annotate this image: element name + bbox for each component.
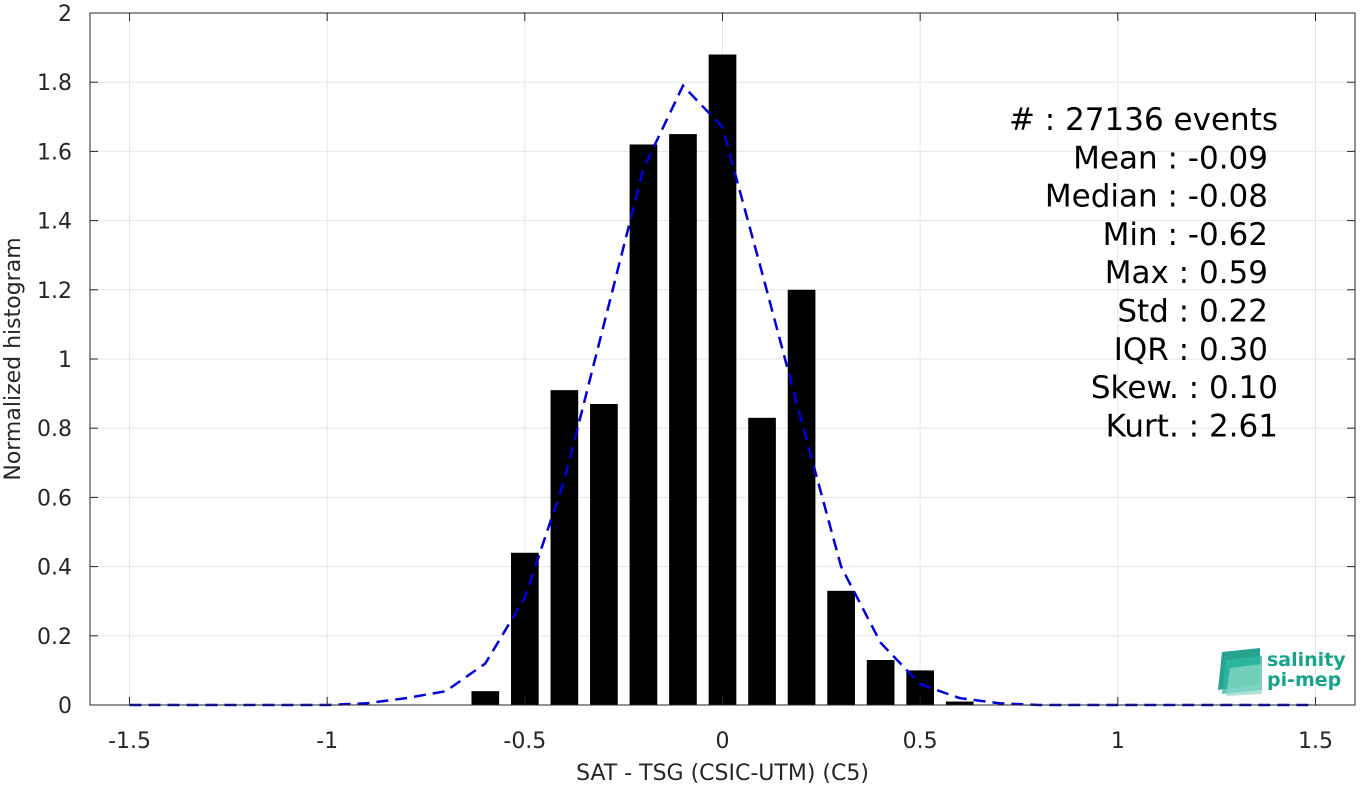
histogram-bar — [550, 390, 579, 705]
stat-line: Std : 0.22 — [1117, 294, 1268, 330]
y-tick-label: 1 — [58, 348, 72, 373]
y-tick-label: 1.4 — [37, 210, 72, 235]
x-tick-label: -0.5 — [503, 729, 546, 754]
stat-line: Min : -0.62 — [1103, 217, 1268, 253]
stat-line: Kurt. : 2.61 — [1106, 408, 1278, 444]
stat-line: # : 27136 events — [1009, 102, 1278, 138]
stat-line: Skew. : 0.10 — [1091, 370, 1278, 406]
histogram-bar — [945, 701, 974, 705]
x-axis-label: SAT - TSG (CSIC-UTM) (C5) — [576, 761, 869, 785]
stat-line: Median : -0.08 — [1045, 179, 1268, 215]
y-tick-label: 0.4 — [37, 556, 72, 581]
salinity-pi-mep-logo: salinity pi-mep — [1218, 648, 1346, 696]
histogram-bar — [629, 144, 658, 706]
y-tick-label: 0 — [58, 694, 72, 719]
y-tick-label: 0.2 — [37, 625, 72, 650]
y-axis-ticks: 0 0.2 0.4 0.6 0.8 1 1.2 1.4 1.6 1.8 2 — [37, 2, 1355, 719]
y-tick-label: 1.2 — [37, 279, 72, 304]
y-tick-label: 0.8 — [37, 417, 72, 442]
stat-line: IQR : 0.30 — [1114, 332, 1268, 368]
x-tick-label: -1 — [316, 729, 338, 754]
y-axis-label: Normalized histogram — [1, 237, 26, 480]
wave-icon — [1218, 648, 1262, 696]
histogram-bar — [866, 660, 895, 705]
histogram-bars — [471, 54, 974, 706]
x-tick-label: 0 — [716, 729, 730, 754]
histogram-bar — [827, 590, 855, 705]
x-axis-ticks: -1.5 -1 -0.5 0 0.5 1 1.5 — [108, 13, 1333, 754]
stat-line: Max : 0.59 — [1105, 255, 1268, 291]
histogram-bar — [787, 289, 816, 705]
x-tick-label: 1.5 — [1298, 729, 1333, 754]
stat-line: Mean : -0.09 — [1073, 140, 1268, 176]
histogram-bar — [708, 54, 737, 705]
y-tick-label: 0.6 — [37, 486, 72, 511]
histogram-bar — [590, 403, 618, 705]
histogram-bar — [511, 552, 539, 705]
y-tick-label: 2 — [58, 2, 72, 27]
histogram-bar — [669, 134, 697, 706]
y-tick-label: 1.6 — [37, 140, 72, 165]
histogram-bar — [748, 417, 776, 705]
histogram-bar — [471, 691, 500, 705]
x-tick-label: 1 — [1111, 729, 1125, 754]
logo-line-2: pi-mep — [1267, 669, 1341, 691]
x-tick-label: -1.5 — [108, 729, 151, 754]
y-tick-label: 1.8 — [37, 71, 72, 96]
logo-line-1: salinity — [1267, 649, 1346, 671]
x-tick-label: 0.5 — [903, 729, 938, 754]
